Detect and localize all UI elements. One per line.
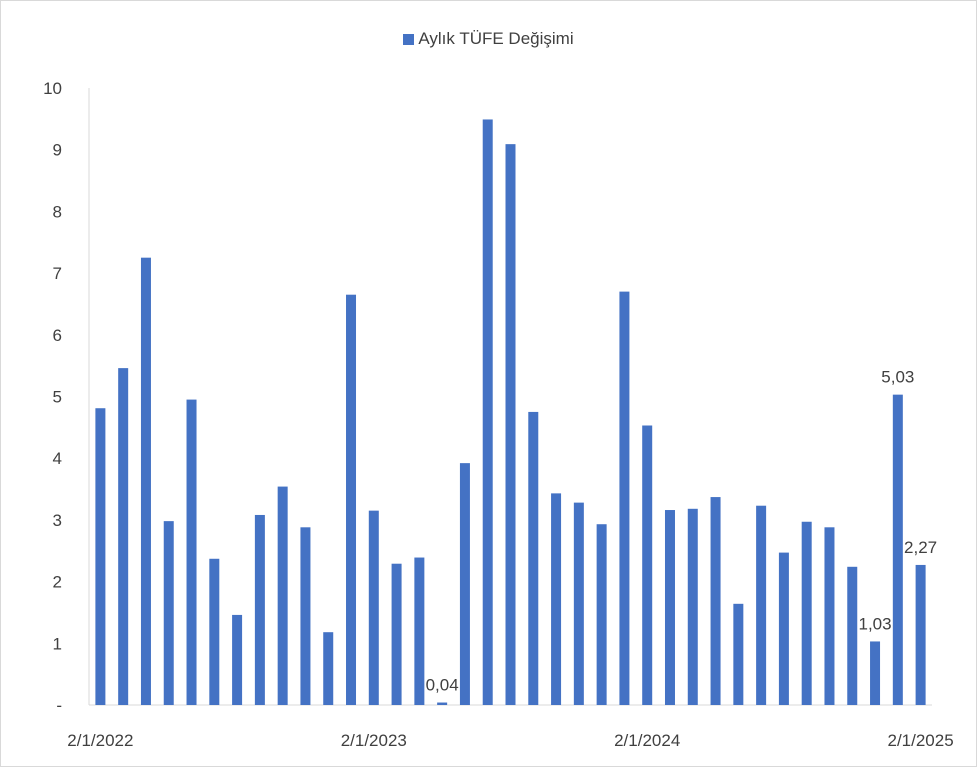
y-axis: - 1 2 3 4 5 6 7 8 9 10 bbox=[43, 79, 90, 715]
x-tick-label: 2/1/2023 bbox=[341, 731, 407, 750]
bar bbox=[277, 486, 288, 705]
data-label: 2,27 bbox=[904, 538, 937, 557]
data-label: 0,04 bbox=[426, 676, 459, 695]
bar bbox=[437, 702, 448, 705]
y-tick-label: 7 bbox=[53, 264, 62, 283]
bar bbox=[824, 527, 835, 705]
bar bbox=[710, 497, 721, 705]
x-tick-label: 2/1/2025 bbox=[888, 731, 954, 750]
y-tick-label: 1 bbox=[53, 634, 62, 653]
y-tick-label: 10 bbox=[43, 79, 62, 98]
y-tick-label: - bbox=[56, 696, 62, 715]
bar bbox=[118, 368, 129, 705]
bar bbox=[163, 521, 174, 705]
bar bbox=[687, 508, 698, 705]
x-tick-label: 2/1/2022 bbox=[67, 731, 133, 750]
y-tick-label: 8 bbox=[53, 202, 62, 221]
bar bbox=[482, 119, 493, 706]
data-label: 1,03 bbox=[858, 614, 891, 633]
data-labels: 0,04 1,03 5,03 2,27 bbox=[426, 368, 938, 695]
bar bbox=[778, 552, 789, 705]
chart-legend: Aylık TÜFE Değişimi bbox=[0, 29, 977, 49]
bar bbox=[186, 399, 197, 705]
bar bbox=[300, 527, 311, 705]
y-tick-label: 9 bbox=[53, 141, 62, 160]
bars bbox=[95, 119, 926, 706]
bar bbox=[209, 558, 220, 705]
bar bbox=[733, 603, 744, 705]
bar bbox=[642, 425, 653, 705]
bar bbox=[232, 614, 243, 705]
y-tick-label: 2 bbox=[53, 573, 62, 592]
y-tick-label: 4 bbox=[53, 449, 62, 468]
bar bbox=[254, 514, 265, 705]
y-tick-label: 5 bbox=[53, 388, 62, 407]
y-tick-label: 3 bbox=[53, 511, 62, 530]
bar bbox=[391, 563, 402, 705]
bar bbox=[915, 564, 926, 705]
bar bbox=[346, 294, 357, 705]
bar bbox=[847, 566, 858, 705]
bar bbox=[801, 521, 812, 705]
bar bbox=[870, 641, 881, 705]
bar bbox=[323, 632, 334, 705]
bar bbox=[459, 463, 470, 705]
bar bbox=[756, 505, 767, 705]
x-tick-label: 2/1/2024 bbox=[614, 731, 680, 750]
data-label: 5,03 bbox=[881, 368, 914, 387]
y-tick-label: 6 bbox=[53, 326, 62, 345]
bar bbox=[368, 510, 379, 705]
bar bbox=[551, 493, 562, 705]
bar bbox=[619, 291, 630, 705]
legend-swatch bbox=[403, 34, 415, 45]
legend-label: Aylık TÜFE Değişimi bbox=[418, 29, 574, 48]
bar bbox=[892, 394, 903, 705]
bar bbox=[505, 144, 516, 706]
bar bbox=[414, 557, 425, 705]
x-axis: 2/1/2022 2/1/2023 2/1/2024 2/1/2025 bbox=[67, 704, 954, 750]
bar bbox=[528, 411, 539, 705]
bar bbox=[95, 408, 106, 705]
bar bbox=[664, 510, 675, 705]
bar bbox=[140, 257, 151, 705]
bar bbox=[596, 524, 607, 705]
bar bbox=[573, 502, 584, 705]
